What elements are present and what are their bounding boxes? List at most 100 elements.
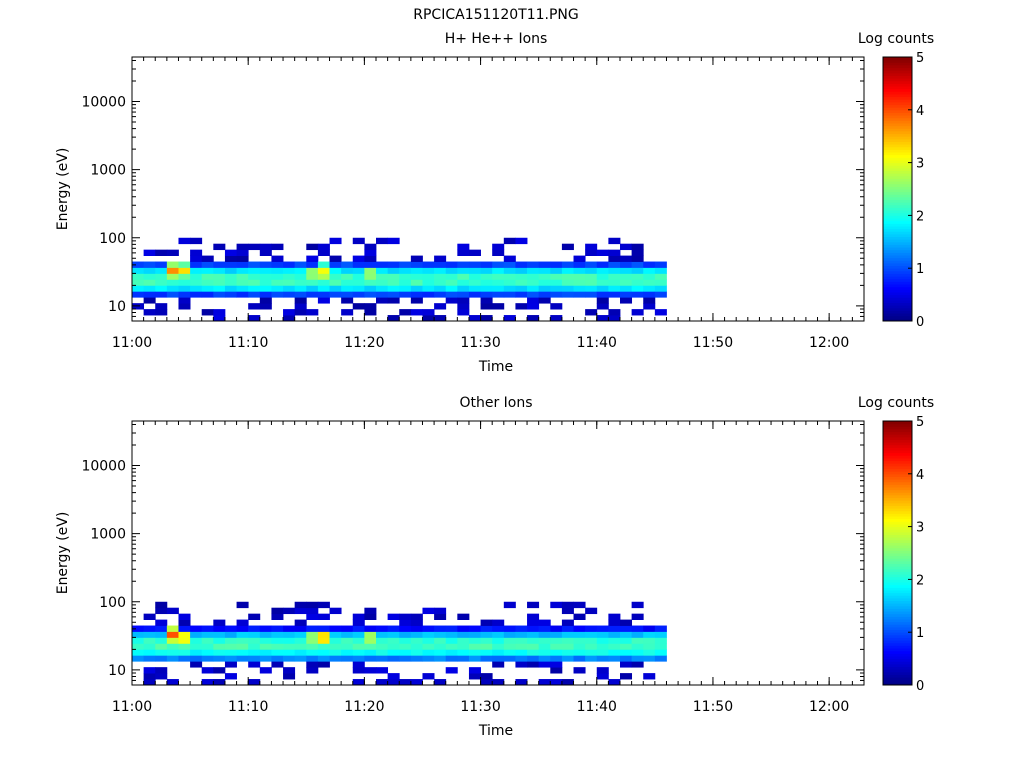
heatmap-cell <box>387 679 400 686</box>
colorbar-frame <box>882 56 913 322</box>
heatmap-cell <box>178 625 191 632</box>
heatmap-cell <box>352 613 365 620</box>
heatmap-cell <box>527 649 540 656</box>
colorbar-segment <box>883 212 912 216</box>
y-tick-label: 10 <box>108 663 126 679</box>
heatmap-cell <box>585 655 598 662</box>
y-tick-label: 100 <box>99 231 126 247</box>
heatmap-cell <box>550 631 563 638</box>
colorbar-segment <box>883 655 912 660</box>
heatmap-cell <box>213 655 226 662</box>
heatmap-cell <box>492 261 505 268</box>
heatmap-cell <box>457 649 470 656</box>
colorbar-segment <box>883 566 912 570</box>
colorbar-tick-label: 4 <box>916 468 924 483</box>
heatmap-cell <box>283 267 296 274</box>
heatmap-cell <box>643 625 656 632</box>
heatmap-cell <box>213 261 226 268</box>
heatmap-cell <box>236 261 249 268</box>
colorbar-segment <box>883 57 912 61</box>
heatmap-cell <box>166 285 179 292</box>
heatmap-cell <box>585 279 598 286</box>
heatmap-cell <box>550 643 563 650</box>
heatmap-cell <box>201 637 214 644</box>
colorbar-segment <box>883 521 912 525</box>
heatmap-cell <box>654 285 667 292</box>
heatmap-cell <box>155 303 168 310</box>
colorbar-segment <box>883 558 912 562</box>
heatmap-cell <box>271 643 284 650</box>
heatmap-cell <box>352 285 365 292</box>
heatmap-cell <box>620 297 633 304</box>
heatmap-cell <box>201 261 214 268</box>
heatmap-cell <box>631 613 644 620</box>
colorbar-segment <box>883 231 912 235</box>
heatmap-cell <box>178 291 191 298</box>
x-axis-label: Time <box>478 723 513 739</box>
heatmap-cell <box>457 309 470 316</box>
heatmap-cell <box>190 273 203 280</box>
colorbar-segment <box>883 305 912 309</box>
heatmap-cell <box>585 309 598 316</box>
heatmap-cell <box>492 279 505 286</box>
heatmap-cell <box>190 285 203 292</box>
heatmap-cell <box>294 625 307 632</box>
heatmap-cell <box>492 655 505 662</box>
heatmap-cell <box>376 261 389 268</box>
colorbar-segment <box>883 473 912 477</box>
heatmap-cell <box>352 267 365 274</box>
colorbar-segment <box>883 93 912 98</box>
heatmap-cell <box>306 601 319 609</box>
colorbar-segment <box>883 632 912 636</box>
heatmap-cell <box>271 255 284 262</box>
x-tick-label: 12:00 <box>809 335 849 351</box>
colorbar-segment <box>883 568 912 572</box>
heatmap-cell <box>585 643 598 650</box>
heatmap-cell <box>213 631 226 638</box>
colorbar-label: Log counts <box>858 31 934 47</box>
heatmap-cell <box>538 643 551 650</box>
colorbar-segment <box>883 457 912 462</box>
heatmap-cell <box>352 273 365 280</box>
heatmap-cell <box>410 273 423 280</box>
heatmap-cell <box>538 297 551 304</box>
colorbar-segment <box>883 268 912 272</box>
heatmap-cell <box>213 243 226 251</box>
heatmap-cell <box>561 643 574 650</box>
heatmap-cell <box>503 649 516 656</box>
heatmap-cell <box>178 631 191 638</box>
heatmap-cell <box>550 661 563 668</box>
heatmap-cell <box>190 237 203 245</box>
heatmap-cell <box>573 667 586 674</box>
colorbar-segment <box>883 658 912 662</box>
colorbar-segment <box>883 91 912 95</box>
heatmap-cell <box>236 625 249 632</box>
colorbar-segment <box>883 252 912 256</box>
heatmap-cell <box>236 631 249 638</box>
heatmap-cell <box>387 655 400 662</box>
heatmap-cell <box>329 261 342 268</box>
heatmap-cell <box>166 249 179 256</box>
heatmap-cell <box>352 631 365 638</box>
heatmap-cell <box>143 679 156 686</box>
colorbar-segment <box>883 597 912 602</box>
colorbar-segment <box>883 59 912 63</box>
heatmap-cell <box>236 655 249 662</box>
heatmap-cell <box>166 267 179 274</box>
heatmap-cell <box>608 655 621 662</box>
heatmap-cell <box>596 285 609 292</box>
heatmap-cell <box>352 303 365 310</box>
heatmap-cell <box>596 649 609 656</box>
heatmap-cell <box>329 267 342 274</box>
heatmap-cell <box>515 643 528 650</box>
heatmap-cell <box>410 255 423 262</box>
heatmap-cell <box>480 643 493 650</box>
heatmap-cell <box>573 601 586 609</box>
heatmap-cell <box>201 631 214 638</box>
heatmap-cell <box>306 279 319 286</box>
heatmap-cell <box>654 309 667 316</box>
heatmap-cell <box>503 279 516 286</box>
heatmap-cell <box>213 267 226 274</box>
heatmap-cell <box>306 637 319 644</box>
heatmap-cell <box>155 643 168 650</box>
